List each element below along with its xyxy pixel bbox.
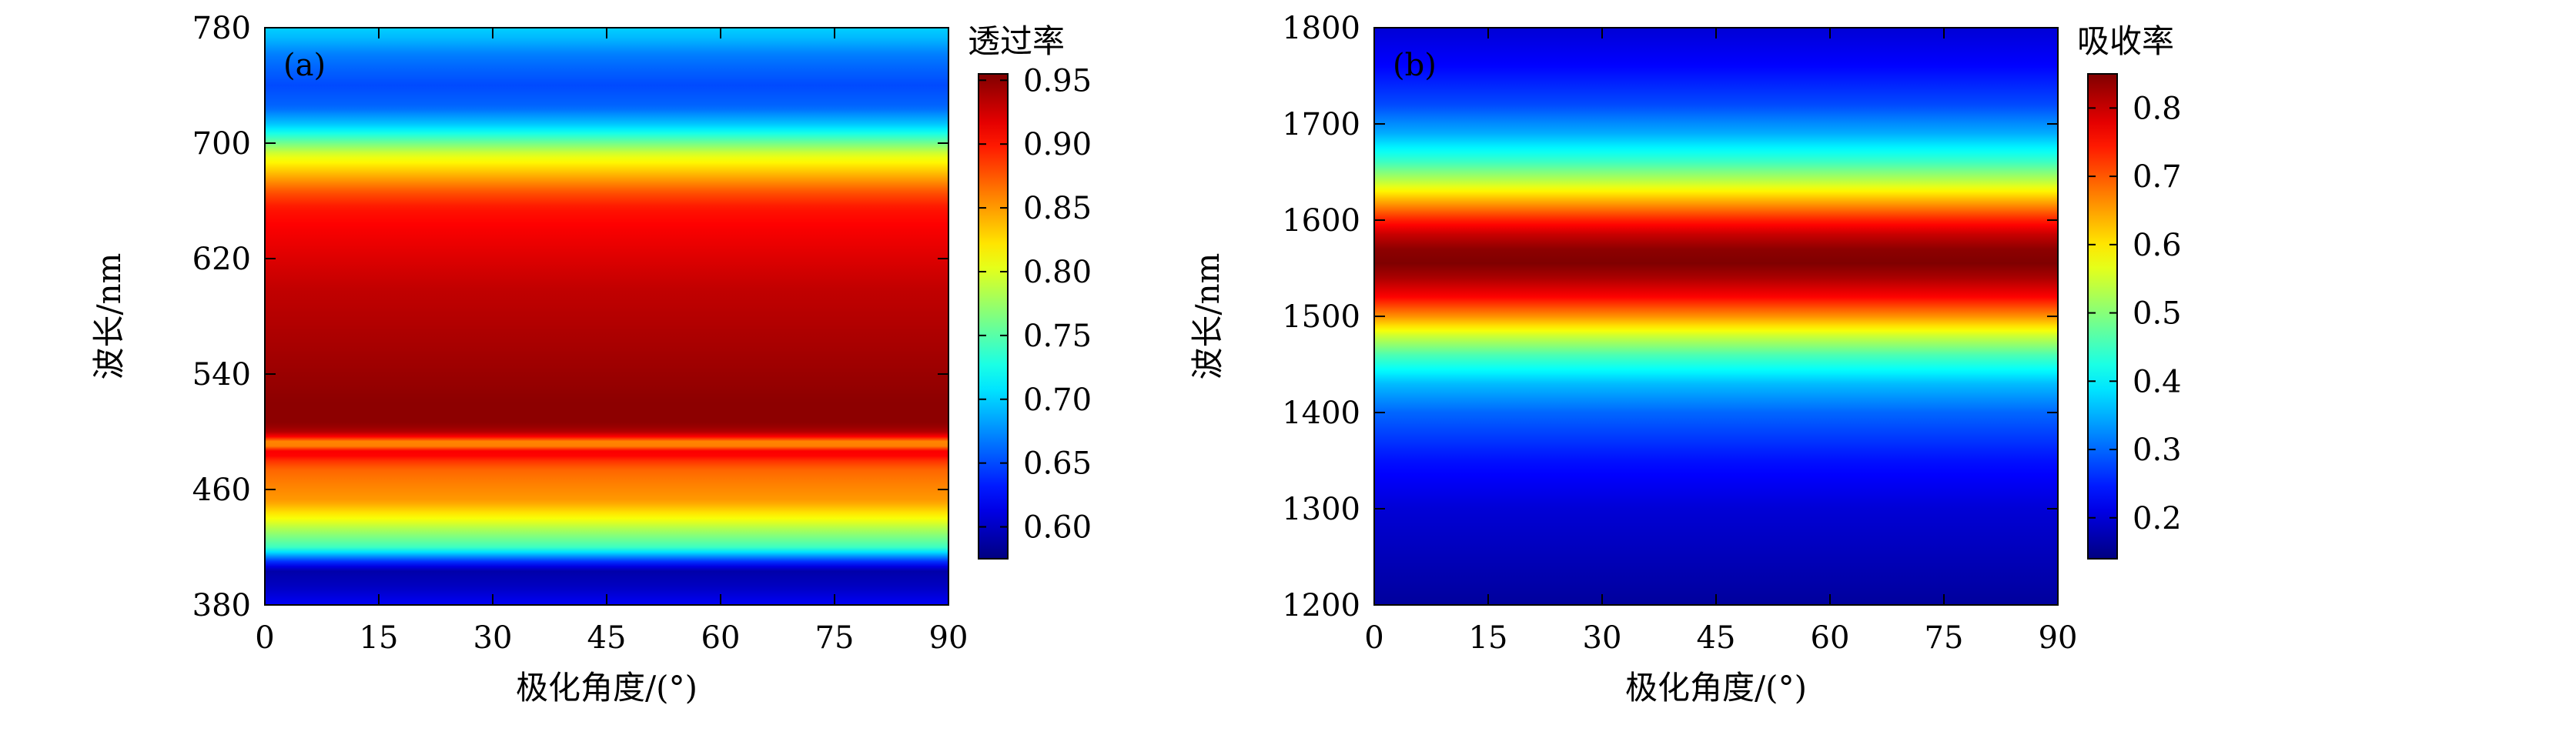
y-tick-label: 460 — [192, 473, 251, 508]
x-tick-label: 60 — [701, 620, 741, 656]
colorbar-tick-label: 0.70 — [1023, 383, 1092, 418]
x-axis-label: 极化角度/(°) — [1625, 669, 1807, 707]
y-axis-label: 波长/nm — [1189, 252, 1226, 379]
colorbar-title: 吸收率 — [2077, 22, 2174, 60]
y-tick-label: 380 — [192, 588, 251, 623]
heatmap-field — [1374, 28, 2058, 605]
x-tick-label: 15 — [1469, 620, 1508, 656]
x-tick-label: 0 — [1364, 620, 1383, 656]
y-tick-label: 780 — [192, 11, 251, 46]
panel-a: (a) 0 15 30 45 60 75 90 380 460 540 620 700 780 极化角度/(… — [90, 11, 1092, 707]
x-tick-label: 75 — [815, 620, 855, 656]
colorbar-tick-label: 0.6 — [2133, 228, 2182, 263]
colorbar-tick-label: 0.2 — [2133, 501, 2182, 536]
y-tick-label: 1200 — [1282, 588, 1360, 623]
x-tick-label: 75 — [1925, 620, 1964, 656]
panel-label: (a) — [283, 48, 326, 83]
y-axis-label: 波长/nm — [90, 252, 128, 379]
x-tick-label: 90 — [2039, 620, 2078, 656]
y-tick-label: 1300 — [1282, 492, 1360, 527]
panel-b: (b) 0 15 30 45 60 75 90 1200 1300 1400 1500 1600 1700… — [1189, 11, 2182, 707]
colorbar-tick-label: 0.5 — [2133, 296, 2182, 332]
y-tick-label: 1500 — [1282, 299, 1360, 335]
x-tick-label: 45 — [587, 620, 627, 656]
colorbar-tick-label: 0.8 — [2133, 91, 2182, 126]
colorbar-tick-label: 0.65 — [1023, 446, 1092, 482]
colorbar-tick-label: 0.4 — [2133, 364, 2182, 399]
colorbar-tick-label: 0.80 — [1023, 255, 1092, 290]
colorbar — [978, 73, 1009, 560]
y-tick-label: 1600 — [1282, 203, 1360, 239]
colorbar-tick-label: 0.3 — [2133, 433, 2182, 468]
y-tick-label: 540 — [192, 357, 251, 393]
colorbar-tick-label: 0.95 — [1023, 63, 1092, 99]
x-tick-label: 60 — [1811, 620, 1850, 656]
y-tick-label: 620 — [192, 242, 251, 277]
colorbar-tick-label: 0.60 — [1023, 510, 1092, 546]
colorbar-tick-label: 0.7 — [2133, 159, 2182, 195]
heatmap-field — [265, 28, 948, 605]
x-tick-label: 15 — [360, 620, 399, 656]
colorbar — [2087, 73, 2118, 560]
x-tick-label: 0 — [255, 620, 274, 656]
colorbar-title: 透过率 — [968, 22, 1065, 60]
y-tick-label: 1700 — [1282, 107, 1360, 142]
y-tick-label: 1400 — [1282, 396, 1360, 431]
y-tick-label: 700 — [192, 126, 251, 162]
x-axis-label: 极化角度/(°) — [516, 669, 698, 707]
x-tick-label: 30 — [1583, 620, 1622, 656]
y-tick-label: 1800 — [1282, 11, 1360, 46]
colorbar-tick-label: 0.75 — [1023, 319, 1092, 354]
colorbar-tick-label: 0.85 — [1023, 191, 1092, 226]
colorbar-tick-label: 0.90 — [1023, 127, 1092, 162]
x-tick-label: 45 — [1697, 620, 1736, 656]
x-tick-label: 30 — [473, 620, 513, 656]
panel-label: (b) — [1393, 48, 1437, 83]
x-tick-label: 90 — [929, 620, 969, 656]
